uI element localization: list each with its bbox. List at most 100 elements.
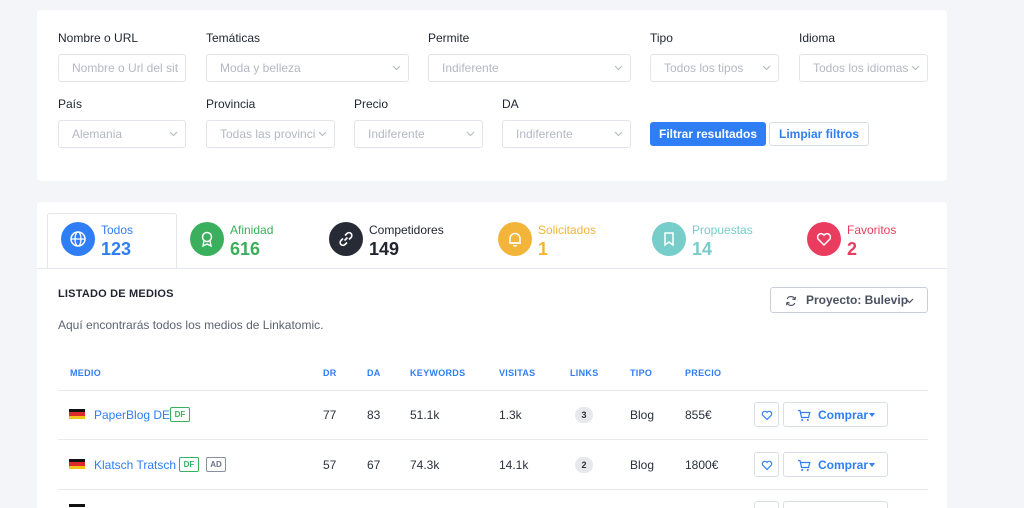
precio-select[interactable]: Indiferente xyxy=(354,120,483,148)
da-select[interactable]: Indiferente xyxy=(502,120,631,148)
chevron-down-icon xyxy=(614,65,623,71)
precio-value: 1800€ xyxy=(685,458,719,472)
tab-solicitados-label: Solicitados xyxy=(538,223,597,237)
tab-afinidad-count: 616 xyxy=(230,239,261,259)
bookmark-icon xyxy=(652,222,686,256)
buy-button[interactable] xyxy=(783,501,888,508)
favorite-button[interactable] xyxy=(754,452,779,477)
dr-value: 57 xyxy=(323,458,337,472)
col-precio[interactable]: PRECIO xyxy=(685,368,722,378)
chevron-down-icon xyxy=(392,65,401,71)
tab-todos[interactable]: Todos 123 xyxy=(61,214,171,268)
award-icon xyxy=(190,222,224,256)
buy-button[interactable]: Comprar xyxy=(783,402,888,427)
df-badge: DF xyxy=(170,407,190,422)
idioma-select[interactable]: Todos los idiomas xyxy=(799,54,928,82)
df-badge: DF xyxy=(179,457,199,472)
nombre-label: Nombre o URL xyxy=(58,31,139,45)
buy-label: Comprar xyxy=(818,408,869,422)
media-link[interactable]: PaperBlog DE xyxy=(94,408,171,422)
media-link[interactable]: Klatsch Tratsch xyxy=(94,458,177,472)
tab-competidores[interactable]: Competidores 149 xyxy=(329,214,459,268)
keywords-value: 51.1k xyxy=(410,408,440,422)
ad-badge: AD xyxy=(206,457,226,472)
col-tipo[interactable]: TIPO xyxy=(630,368,653,378)
provincia-select[interactable]: Todas las provinci xyxy=(206,120,335,148)
tipo-value: Blog xyxy=(630,408,655,422)
tipo-value: Todos los tipos xyxy=(664,61,744,75)
refresh-icon xyxy=(785,296,797,306)
chevron-down-icon xyxy=(911,65,920,71)
pais-label: País xyxy=(58,97,83,111)
pais-value: Alemania xyxy=(72,127,123,141)
tab-afinidad[interactable]: Afinidad 616 xyxy=(190,214,300,268)
tab-competidores-count: 149 xyxy=(369,239,400,259)
tab-todos-count: 123 xyxy=(101,239,132,259)
project-label: Proyecto: Bulevip xyxy=(806,293,909,307)
heart-icon xyxy=(761,460,773,471)
permite-label: Permite xyxy=(428,31,470,45)
tab-propuestas-label: Propuestas xyxy=(692,223,753,237)
tab-solicitados-count: 1 xyxy=(538,239,549,259)
favorite-button[interactable] xyxy=(754,501,779,508)
tab-afinidad-label: Afinidad xyxy=(230,223,274,237)
project-select-button[interactable]: Proyecto: Bulevip xyxy=(770,287,928,313)
visitas-value: 1.3k xyxy=(499,408,522,422)
bell-icon xyxy=(498,222,532,256)
da-label: DA xyxy=(502,97,519,111)
buy-button[interactable]: Comprar xyxy=(783,452,888,477)
col-links[interactable]: LINKS xyxy=(570,368,599,378)
table-divider xyxy=(58,390,928,391)
favorite-button[interactable] xyxy=(754,402,779,427)
clear-filters-button[interactable]: Limpiar filtros xyxy=(769,122,869,146)
tab-favoritos[interactable]: Favoritos 2 xyxy=(807,214,927,268)
keywords-value: 74.3k xyxy=(410,458,440,472)
tab-propuestas-count: 14 xyxy=(692,239,713,259)
chevron-down-icon xyxy=(169,131,178,137)
caret-down-icon xyxy=(869,413,875,417)
da-value: 67 xyxy=(367,458,381,472)
chevron-down-icon xyxy=(905,298,914,304)
tipo-label: Tipo xyxy=(650,31,673,45)
tab-competidores-label: Competidores xyxy=(369,223,444,237)
col-medio[interactable]: MEDIO xyxy=(70,368,102,378)
germany-flag-icon xyxy=(69,409,85,419)
tipo-select[interactable]: Todos los tipos xyxy=(650,54,779,82)
col-dr[interactable]: DR xyxy=(323,368,337,378)
precio-label: Precio xyxy=(354,97,389,111)
tematicas-label: Temáticas xyxy=(206,31,261,45)
da-value: Indiferente xyxy=(516,127,573,141)
cart-icon xyxy=(798,459,811,471)
caret-down-icon xyxy=(869,463,875,467)
row-divider xyxy=(58,439,928,440)
permite-value: Indiferente xyxy=(442,61,499,75)
globe-icon xyxy=(61,222,95,256)
chevron-down-icon xyxy=(614,131,623,137)
chevron-down-icon xyxy=(466,131,475,137)
col-da[interactable]: DA xyxy=(367,368,381,378)
col-visitas[interactable]: VISITAS xyxy=(499,368,536,378)
pais-select[interactable]: Alemania xyxy=(58,120,186,148)
links-count-badge: 3 xyxy=(575,407,593,423)
heart-icon xyxy=(761,410,773,421)
col-keywords[interactable]: KEYWORDS xyxy=(410,368,466,378)
filters-panel: Nombre o URL Nombre o Url del sit Temáti… xyxy=(37,10,947,181)
link-icon xyxy=(329,222,363,256)
tab-solicitados[interactable]: Solicitados 1 xyxy=(498,214,618,268)
tab-favoritos-count: 2 xyxy=(847,239,858,259)
tematicas-select[interactable]: Moda y belleza xyxy=(206,54,409,82)
permite-select[interactable]: Indiferente xyxy=(428,54,631,82)
tab-todos-label: Todos xyxy=(101,223,134,237)
visitas-value: 14.1k xyxy=(499,458,529,472)
chevron-down-icon xyxy=(762,65,771,71)
tematicas-value: Moda y belleza xyxy=(220,61,301,75)
provincia-value: Todas las provinci xyxy=(220,127,316,141)
tab-propuestas[interactable]: Propuestas 14 xyxy=(652,214,772,268)
precio-value: Indiferente xyxy=(368,127,425,141)
precio-value: 855€ xyxy=(685,408,712,422)
idioma-value: Todos los idiomas xyxy=(813,61,909,75)
links-count-badge: 2 xyxy=(575,457,593,473)
chevron-down-icon xyxy=(318,131,327,137)
nombre-url-input[interactable]: Nombre o Url del sit xyxy=(58,54,186,82)
filter-results-button[interactable]: Filtrar resultados xyxy=(650,122,766,146)
